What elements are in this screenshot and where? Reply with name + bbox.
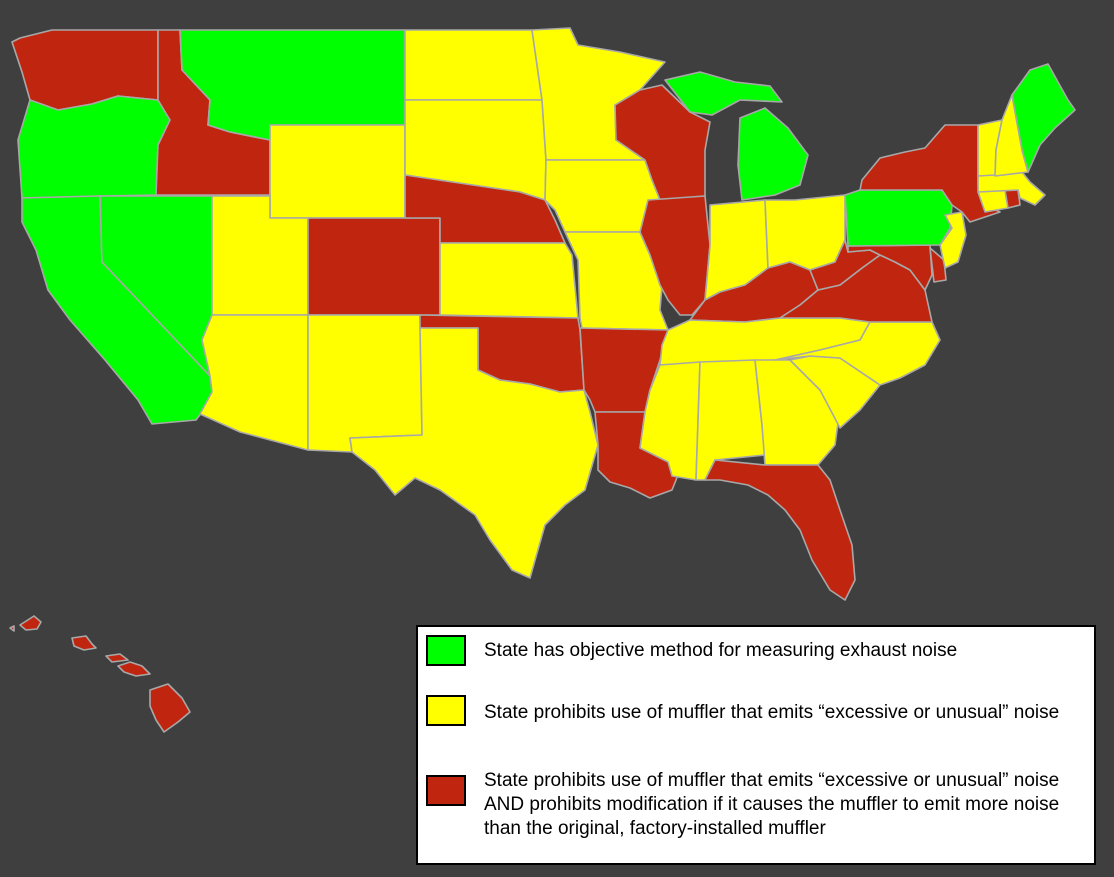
- state-oregon: [17, 95, 171, 199]
- legend: State has objective method for measuring…: [416, 625, 1096, 865]
- state-pennsylvania: [844, 189, 953, 247]
- state-north-carolina: [774, 321, 941, 386]
- state-kansas: [439, 242, 579, 319]
- legend-swatch-yellow: [426, 695, 466, 726]
- state-rhode-island: [1004, 189, 1021, 209]
- legend-label-excessive: State prohibits use of muffler that emit…: [484, 702, 1060, 723]
- state-illinois: [639, 195, 711, 316]
- state-delaware: [929, 247, 947, 283]
- state-colorado: [307, 217, 441, 316]
- state-wisconsin: [614, 84, 711, 201]
- state-michigan: [664, 71, 809, 201]
- legend-label-objective: State has objective method for measuring…: [484, 640, 958, 661]
- legend-label-excessive-and-modification: State prohibits use of muffler that emit…: [484, 770, 1060, 839]
- state-texas: [349, 327, 599, 579]
- state-maine: [1011, 63, 1076, 173]
- state-ohio: [764, 194, 846, 271]
- state-massachusetts: [977, 171, 1046, 206]
- state-montana: [179, 29, 406, 141]
- state-florida: [704, 459, 856, 601]
- state-new-mexico: [307, 314, 423, 453]
- legend-swatch-green: [426, 635, 466, 666]
- state-wyoming: [269, 124, 406, 219]
- state-new-jersey: [939, 211, 967, 269]
- state-arizona: [199, 314, 309, 451]
- legend-swatch-red: [426, 775, 466, 806]
- state-hawaii: [9, 615, 191, 733]
- state-north-dakota: [404, 29, 543, 101]
